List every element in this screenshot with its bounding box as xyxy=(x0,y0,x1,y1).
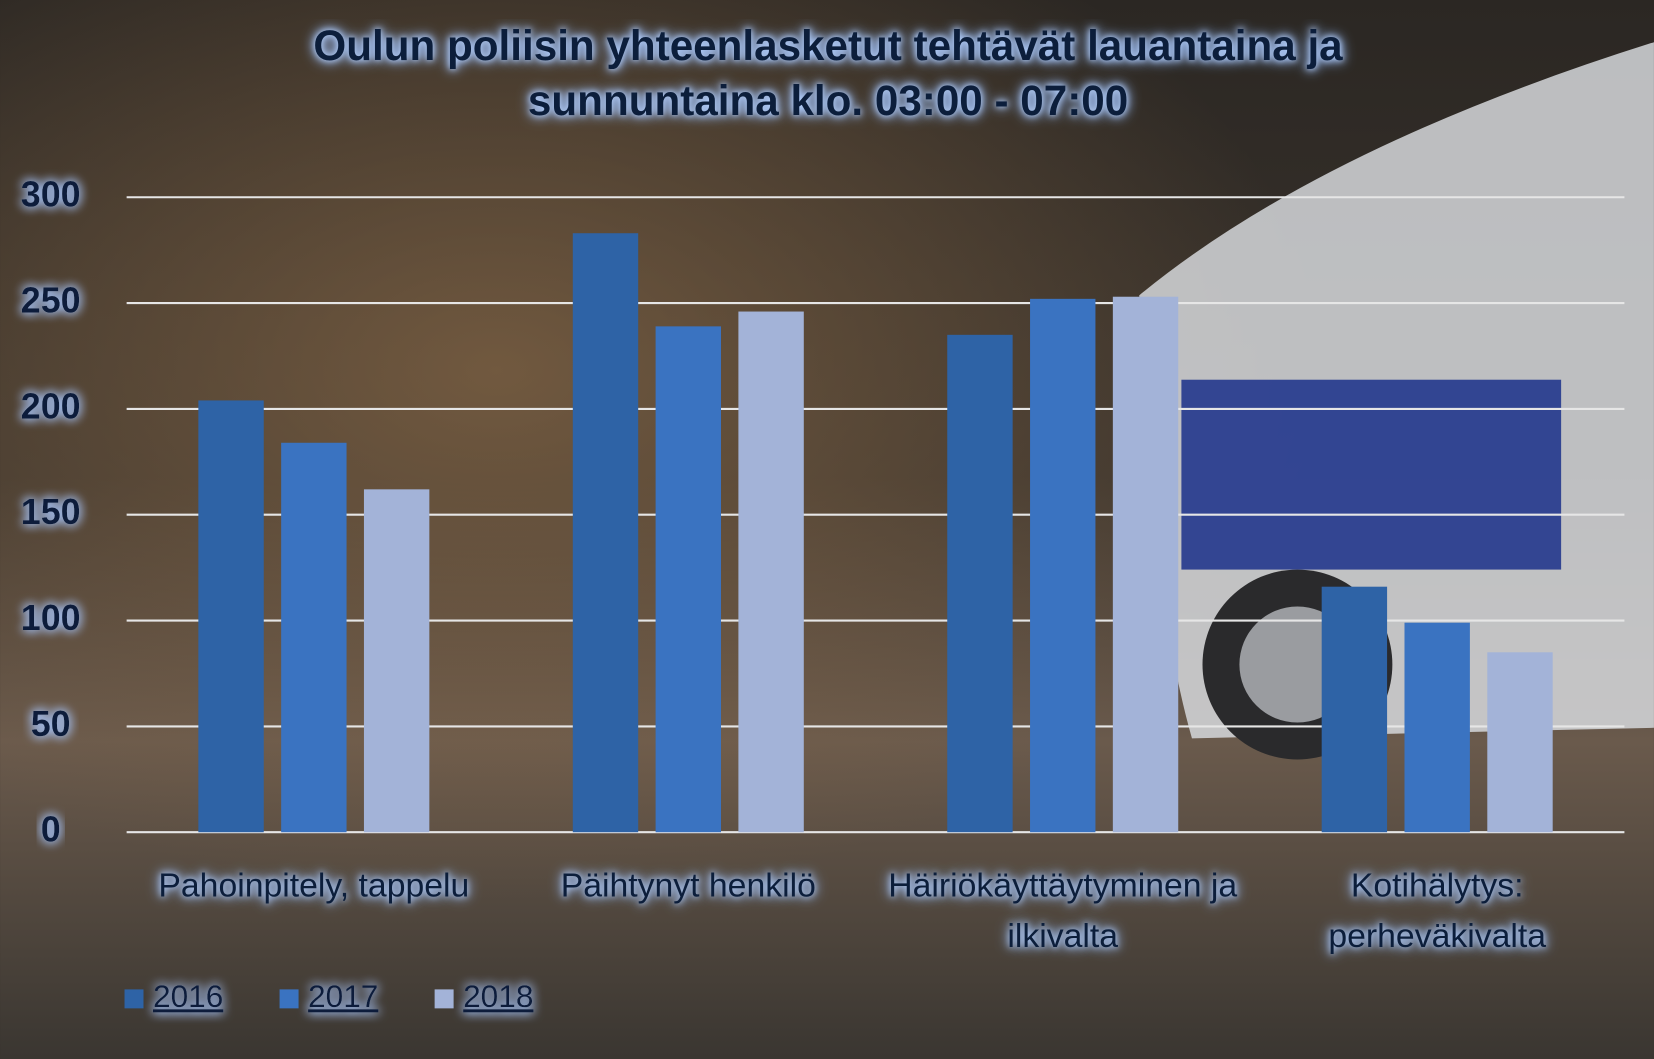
x-tick-label-box: Pahoinpitely, tappelu xyxy=(158,865,470,904)
y-tick-label: 0 xyxy=(41,810,61,850)
bar xyxy=(198,400,264,833)
y-tick-label: 100 xyxy=(21,598,81,638)
bar xyxy=(947,334,1013,833)
x-tick-label-box: Päihtynyt henkilö xyxy=(560,865,816,904)
bar xyxy=(655,326,721,833)
x-tick-label: Päihtynyt henkilö xyxy=(560,865,816,904)
legend-swatch xyxy=(434,989,454,1009)
bar xyxy=(1404,622,1470,833)
x-tick-label-box: Kotihälytys: perheväkivalta xyxy=(1328,865,1547,955)
y-tick-label: 300 xyxy=(21,175,81,215)
legend-swatch xyxy=(279,989,299,1009)
x-tick-label: Häiriökäyttäytyminen ja ilkivalta xyxy=(888,865,1238,955)
y-tick-label: 50 xyxy=(31,704,71,744)
bar xyxy=(1112,296,1179,833)
legend-swatch xyxy=(124,989,144,1009)
bar xyxy=(1030,298,1096,833)
bar xyxy=(281,442,347,833)
y-tick-label: 250 xyxy=(21,281,81,321)
title-box: Oulun poliisin yhteenlasketut tehtävät l… xyxy=(313,23,1343,125)
legend-label: 2016 xyxy=(153,978,223,1014)
y-tick-label: 150 xyxy=(21,492,81,532)
bar xyxy=(572,233,639,833)
van-stripe xyxy=(1181,379,1562,570)
bar xyxy=(1487,652,1553,833)
bar xyxy=(1321,586,1388,833)
x-tick-label: Kotihälytys: perheväkivalta xyxy=(1328,865,1547,955)
x-tick-label: Pahoinpitely, tappelu xyxy=(158,865,470,904)
bar xyxy=(738,311,804,833)
x-tick-label-box: Häiriökäyttäytyminen ja ilkivalta xyxy=(888,865,1238,955)
legend-label: 2017 xyxy=(308,978,378,1014)
legend-label: 2018 xyxy=(463,978,533,1014)
y-tick-label: 200 xyxy=(21,386,81,426)
bar xyxy=(363,489,430,833)
chart-title: Oulun poliisin yhteenlasketut tehtävät l… xyxy=(313,23,1343,125)
